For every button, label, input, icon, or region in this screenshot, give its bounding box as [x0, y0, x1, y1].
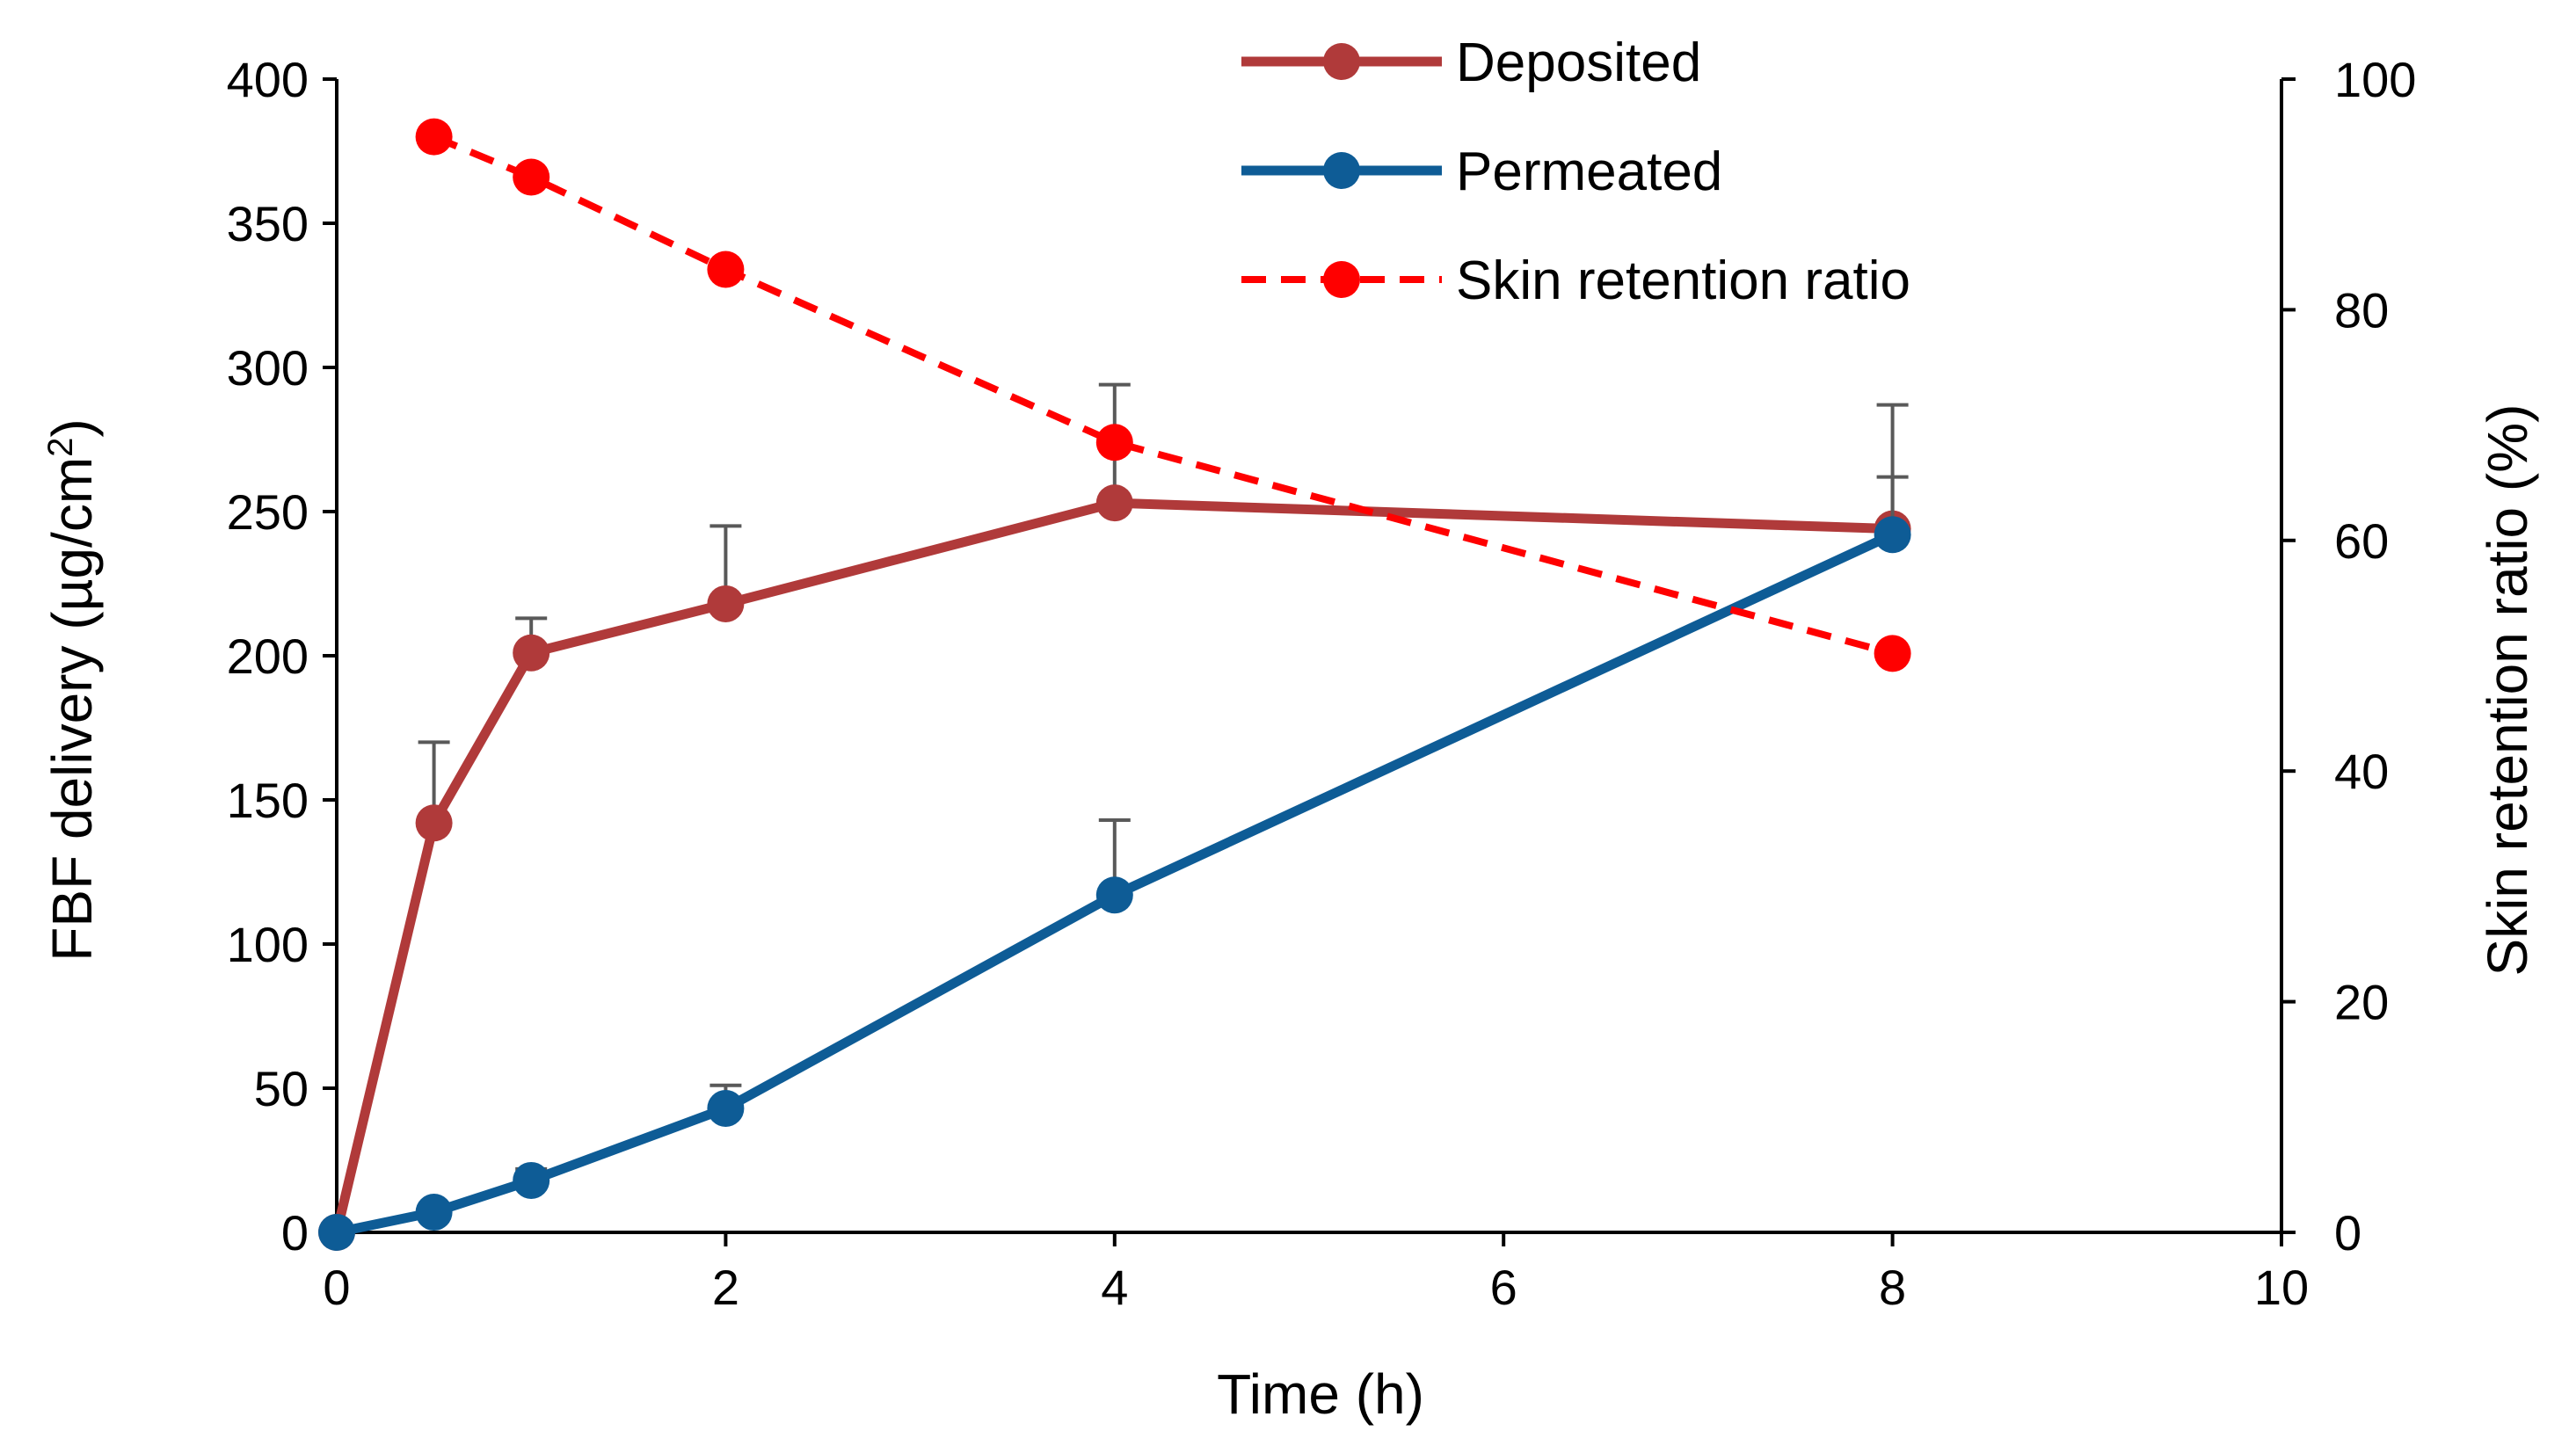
legend-swatch-marker [1323, 152, 1360, 189]
x-ticks: 0 2 4 6 8 10 [323, 1232, 2309, 1315]
y-left-ticks: 0 50 100 150 200 250 300 350 400 [227, 52, 337, 1260]
data-point-permeated [415, 1194, 453, 1231]
legend-item-deposited: Deposited [1241, 33, 1701, 93]
x-tick-label: 4 [1101, 1260, 1128, 1315]
data-point-permeated [1874, 516, 1911, 554]
legend-label: Skin retention ratio [1456, 251, 1910, 311]
y-left-tick-label: 250 [227, 484, 309, 540]
x-tick-label: 6 [1490, 1260, 1517, 1315]
y-axis-left-title: FBF delivery (µg/cm2) [40, 418, 104, 961]
legend-item-permeated: Permeated [1241, 142, 1722, 202]
y-left-tick-label: 400 [227, 52, 309, 107]
data-point-skin-retention-ratio [513, 158, 550, 196]
data-point-deposited [513, 634, 550, 672]
y-left-tick-label: 150 [227, 773, 309, 828]
data-point-deposited [1095, 484, 1133, 522]
y-right-tick-label: 60 [2334, 513, 2389, 569]
data-point-deposited [707, 585, 745, 622]
x-tick-label: 0 [323, 1260, 350, 1315]
x-tick-label: 10 [2254, 1260, 2309, 1315]
y-right-tick-label: 0 [2334, 1205, 2361, 1260]
legend-swatch-marker [1323, 43, 1360, 80]
data-point-permeated [1095, 876, 1133, 914]
axes: 0 2 4 6 8 10 0 50 100 150 200 250 300 350 400 0 20 40 60… [227, 52, 2417, 1315]
data-point-permeated [707, 1089, 745, 1127]
data-point-skin-retention-ratio [415, 118, 453, 156]
y-axis-left-title-sup: 2 [41, 438, 80, 457]
series-deposited [318, 382, 1911, 1251]
y-left-tick-label: 200 [227, 628, 309, 684]
y-left-tick-label: 100 [227, 917, 309, 972]
y-right-tick-label: 100 [2334, 52, 2416, 107]
series-line-skin-retention-ratio [433, 133, 1894, 657]
y-left-tick-label: 50 [254, 1061, 309, 1116]
y-axis-left-title-end: ) [40, 418, 104, 437]
x-tick-label: 2 [712, 1260, 739, 1315]
series-line-deposited [331, 498, 1893, 1234]
data-point-skin-retention-ratio [1095, 424, 1133, 461]
y-left-tick-label: 0 [281, 1205, 309, 1260]
legend-label: Deposited [1456, 33, 1701, 93]
series-permeated [318, 475, 1911, 1251]
legend: Deposited Permeated Skin retention ratio [1241, 33, 1910, 311]
y-right-tick-label: 20 [2334, 975, 2389, 1030]
data-point-permeated [513, 1161, 550, 1199]
data-point-permeated [318, 1214, 355, 1251]
series-skin-retention-ratio [415, 118, 1911, 672]
y-right-tick-label: 80 [2334, 282, 2389, 338]
y-left-tick-label: 300 [227, 340, 309, 396]
y-left-tick-label: 350 [227, 196, 309, 251]
data-point-skin-retention-ratio [707, 251, 745, 288]
series-layer [318, 118, 1911, 1251]
y-right-ticks: 0 20 40 60 80 100 [2281, 52, 2416, 1260]
y-axis-right-title: Skin retention ratio (%) [2476, 404, 2539, 977]
legend-item-skin-retention-ratio: Skin retention ratio [1241, 251, 1910, 311]
y-right-tick-label: 40 [2334, 744, 2389, 799]
legend-swatch-marker [1323, 261, 1360, 298]
legend-label: Permeated [1456, 142, 1722, 202]
data-point-skin-retention-ratio [1874, 635, 1911, 672]
x-tick-label: 8 [1879, 1260, 1906, 1315]
y-axis-left-title-main: FBF delivery (µg/cm [40, 457, 104, 962]
data-point-deposited [415, 804, 453, 842]
x-axis-title: Time (h) [1217, 1362, 1424, 1426]
